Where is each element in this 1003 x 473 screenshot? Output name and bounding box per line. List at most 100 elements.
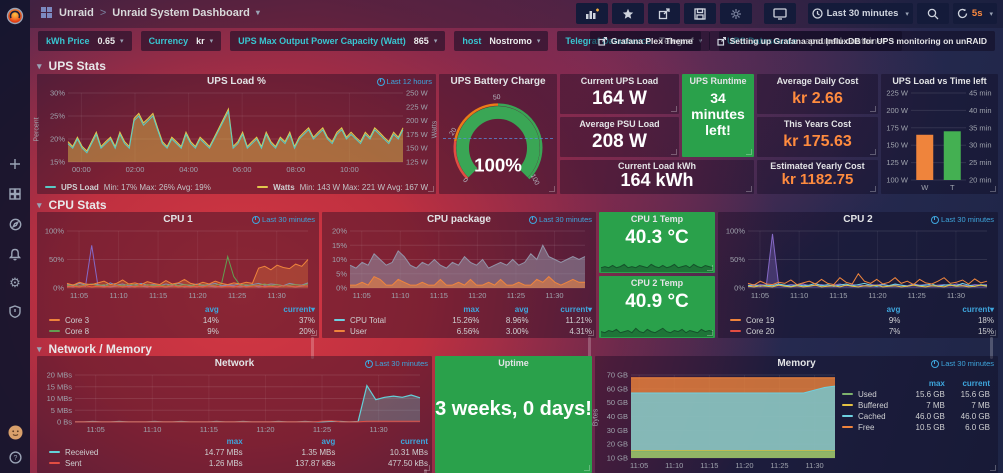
- zoom-out-button[interactable]: [916, 3, 949, 24]
- legend-column-header[interactable]: avg: [321, 437, 336, 446]
- legend-series[interactable]: Buffered 7 MB 7 MB: [832, 400, 990, 411]
- panel-title[interactable]: UPS Load vs Time left: [892, 76, 987, 86]
- variable-kwh-price[interactable]: kWh Price 0.65 ▾: [38, 31, 132, 51]
- refresh-picker[interactable]: 5s ▾: [952, 3, 997, 24]
- link-label: Grafana Plex Theme: [610, 36, 693, 46]
- panel-title[interactable]: Uptime: [498, 358, 529, 368]
- bar-T: [943, 131, 961, 180]
- legend-series[interactable]: Watts Min: 143 W Max: 221 W Avg: 167 W: [257, 183, 428, 192]
- panel-title[interactable]: UPS Battery Charge: [450, 76, 546, 87]
- panel-title[interactable]: CPU package: [427, 214, 491, 225]
- panel-title[interactable]: Current UPS Load: [580, 76, 659, 86]
- panel-title[interactable]: This Years Cost: [783, 119, 852, 129]
- panel-title[interactable]: CPU 2 Temp: [630, 278, 684, 288]
- dashboards-icon[interactable]: [0, 182, 30, 206]
- x-tick: 11:20: [189, 291, 207, 300]
- x-tick: 11:20: [735, 461, 753, 470]
- panel-title[interactable]: UPS Load %: [207, 76, 266, 87]
- configuration-gear-icon[interactable]: ⚙: [9, 275, 21, 290]
- panel-cpu2-temp: CPU 2 Temp 40.9 °C: [599, 276, 715, 338]
- panel-title[interactable]: CPU 1 Temp: [630, 214, 684, 224]
- legend-column-header[interactable]: current▾: [560, 305, 592, 314]
- alerting-bell-icon[interactable]: [0, 242, 30, 266]
- legend-column-header[interactable]: current: [400, 437, 428, 446]
- ups-load-legend: UPS Load Min: 17% Max: 26% Avg: 19% Watts M…: [45, 183, 428, 192]
- y-tick: 0%: [53, 284, 64, 293]
- share-button[interactable]: [647, 3, 680, 24]
- legend-scrollbar[interactable]: [588, 337, 591, 359]
- help-icon[interactable]: ?: [0, 445, 30, 469]
- grafana-logo[interactable]: [0, 4, 30, 28]
- memory-chart: 10 GB 20 GB 30 GB 40 GB 50 GB 60 GB 70 GB 11:05…: [607, 371, 836, 470]
- legend-column-header[interactable]: avg: [886, 305, 901, 314]
- legend-series[interactable]: Core 8 9% 20%: [39, 326, 315, 337]
- y-tick: 40 GB: [607, 412, 628, 421]
- panel-title[interactable]: CPU 2: [843, 214, 873, 225]
- link-setup-guide[interactable]: Setting up Grafana and InfluxDB for UPS …: [708, 31, 995, 51]
- panel-title[interactable]: Memory: [777, 358, 816, 369]
- row-header-cpu-stats[interactable]: CPU Stats: [37, 198, 107, 212]
- dashboard-links: Grafana Plex Theme Setting up Grafana an…: [582, 31, 995, 51]
- variable-ups-max-output-power-capacity-watt-[interactable]: UPS Max Output Power Capacity (Watt) 865 ▾: [230, 31, 446, 51]
- panel-title[interactable]: Estimated Yearly Cost: [770, 161, 865, 171]
- legend-series[interactable]: Free 10.5 GB 6.0 GB: [832, 422, 990, 433]
- star-button[interactable]: [611, 3, 644, 24]
- time-range-picker[interactable]: Last 30 minutes ▾: [807, 3, 913, 24]
- row-header-ups-stats[interactable]: UPS Stats: [37, 59, 106, 73]
- cycle-view-button[interactable]: [763, 3, 796, 24]
- panel-title[interactable]: Current Load kWh: [618, 161, 696, 171]
- link-grafana-plex-theme[interactable]: Grafana Plex Theme: [589, 31, 701, 51]
- legend-scrollbar[interactable]: [990, 337, 993, 359]
- legend-series[interactable]: Cached 46.0 GB 46.0 GB: [832, 411, 990, 422]
- legend-series[interactable]: User 6.56% 3.00% 4.31%: [324, 326, 592, 337]
- cpu2-temp-spark-fill: [601, 328, 713, 337]
- legend-column-header[interactable]: avg: [514, 305, 529, 314]
- legend-series[interactable]: CPU Total 15.26% 8.96% 11.21%: [324, 315, 592, 326]
- legend-series[interactable]: UPS Load Min: 17% Max: 26% Avg: 19%: [45, 183, 211, 192]
- variable-bar: kWh Price 0.65 ▾ Currency kr ▾ UPS Max Output …: [30, 28, 1003, 56]
- server-admin-shield-icon[interactable]: [0, 299, 30, 323]
- row-header-network-memory[interactable]: Network / Memory: [37, 342, 152, 356]
- legend-series[interactable]: Used 15.6 GB 15.6 GB: [832, 389, 990, 400]
- y-tick: 10 GB: [607, 454, 628, 463]
- monitor-icon: [772, 7, 787, 20]
- add-panel-button[interactable]: [575, 3, 608, 24]
- panel-title[interactable]: Network: [214, 358, 255, 369]
- Received-fill: [75, 385, 420, 422]
- gauge-tick: 50: [493, 94, 502, 102]
- breadcrumb[interactable]: Unraid > Unraid System Dashboard ▾: [40, 6, 260, 19]
- variable-currency[interactable]: Currency kr ▾: [140, 31, 222, 51]
- legend-scrollbar[interactable]: [424, 469, 427, 473]
- legend-column-header[interactable]: max: [463, 305, 480, 314]
- legend-column-header[interactable]: current▾: [962, 305, 994, 314]
- legend-series[interactable]: Core 3 14% 37%: [39, 315, 315, 326]
- legend-column-header[interactable]: max: [226, 437, 243, 446]
- dashboard-settings-button[interactable]: [719, 3, 752, 24]
- legend-column-header[interactable]: current▾: [283, 305, 315, 314]
- save-button[interactable]: [683, 3, 716, 24]
- clock-icon: [529, 215, 538, 224]
- legend-column-header[interactable]: current: [962, 379, 990, 388]
- variable-host[interactable]: host Nostromo ▾: [454, 31, 549, 51]
- panel-title[interactable]: UPS Runtime: [689, 76, 747, 86]
- legend-series[interactable]: Core 20 7% 15%: [720, 326, 994, 337]
- panel-ups-load: UPS Load % Last 12 hours Percent Watts 1…: [34, 74, 439, 194]
- panel-title[interactable]: CPU 1: [163, 214, 193, 225]
- breadcrumb-dashboard-title[interactable]: Unraid System Dashboard: [112, 6, 250, 19]
- legend-swatch: [49, 462, 60, 464]
- legend-series[interactable]: Sent 1.26 MBs 137.87 kBs 477.50 kBs: [39, 458, 428, 469]
- explore-icon[interactable]: [0, 212, 30, 236]
- legend-column-header[interactable]: max: [928, 379, 945, 388]
- user-avatar[interactable]: [0, 420, 30, 444]
- panel-title[interactable]: Average PSU Load: [579, 119, 660, 129]
- legend-series[interactable]: Core 19 9% 18%: [720, 315, 994, 326]
- chevron-down-icon[interactable]: ▾: [255, 8, 260, 17]
- y-tick-right: 25 min: [969, 158, 992, 167]
- legend-column-header[interactable]: avg: [205, 305, 219, 314]
- add-icon[interactable]: [0, 152, 30, 176]
- panel-title[interactable]: Average Daily Cost: [776, 76, 859, 86]
- legend-scrollbar[interactable]: [311, 337, 314, 359]
- y-tick-right: 200 W: [406, 116, 429, 125]
- breadcrumb-app[interactable]: Unraid: [59, 6, 94, 19]
- legend-series[interactable]: Received 14.77 MBs 1.35 MBs 10.31 MBs: [39, 447, 428, 458]
